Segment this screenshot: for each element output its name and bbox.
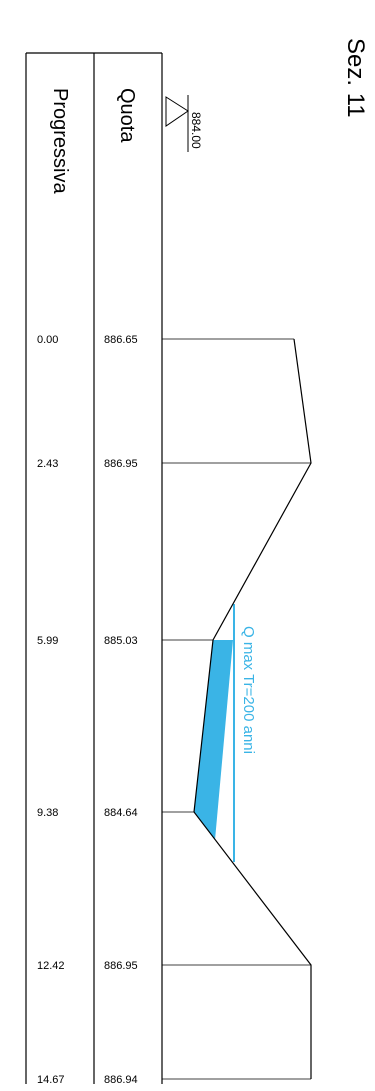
station-progressiva-label: 0.00: [37, 334, 58, 346]
water-area: [194, 640, 233, 840]
station-progressiva-label: 14.67: [37, 1074, 65, 1086]
station-quota-label: 884.64: [104, 807, 138, 819]
station-progressiva-label: 5.99: [37, 635, 58, 647]
station-progressiva-label: 12.42: [37, 960, 65, 972]
station-quota-label: 885.03: [104, 635, 138, 647]
flow-label: Q max Tr=200 anni: [240, 626, 257, 754]
section-title: Sez. 11: [342, 38, 369, 118]
header-table: [25, 52, 163, 1084]
datum-triangle-icon: [165, 96, 189, 127]
station-quota-label: 886.95: [104, 458, 138, 470]
datum-value: 884.00: [189, 112, 203, 149]
column-header-progressiva: Progressiva: [49, 88, 71, 194]
station-rows: 886.65 0.00 886.95 2.43 885.03 5.99 884.64 9.38…: [37, 334, 311, 1086]
column-header-quota: Quota: [116, 88, 138, 143]
datum-marker: 884.00: [165, 95, 203, 152]
station-quota-label: 886.94: [104, 1074, 138, 1086]
station-progressiva-label: 2.43: [37, 458, 58, 470]
station-quota-label: 886.95: [104, 960, 138, 972]
terrain-profile: [193, 338, 312, 1079]
station-progressiva-label: 9.38: [37, 807, 58, 819]
station-quota-label: 886.65: [104, 334, 138, 346]
